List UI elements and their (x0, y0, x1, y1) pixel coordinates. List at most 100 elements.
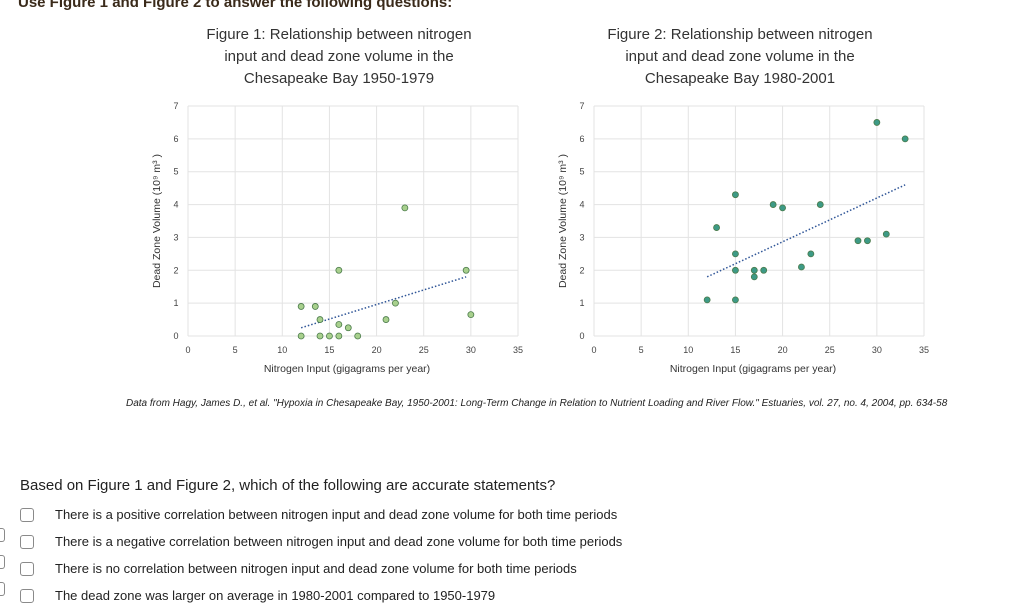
figure-1-title-line-2: input and dead zone volume in the (224, 48, 454, 65)
x-tick-label: 10 (683, 345, 693, 355)
figure-2-title-line-3: Chesapeake Bay 1980-2001 (644, 70, 836, 87)
figure-1-svg: 0 5 10 15 20 25 30 35 0 1 2 3 4 5 6 7 Nitrogen Input (gi… (151, 101, 523, 375)
figure-1-trendline (300, 276, 467, 329)
answer-label-1: There is a positive correlation between … (55, 507, 618, 522)
data-point (769, 201, 777, 208)
x-tick-label: 20 (778, 345, 788, 355)
figure-1-title-line-1: Figure 1: Relationship between nitrogen (206, 26, 472, 43)
data-point (382, 316, 390, 323)
data-point (401, 204, 409, 212)
figure-2-chart: Figure 2: Relationship between nitrogen … (556, 22, 936, 375)
figure-1-chart: Figure 1: Relationship between nitrogen … (150, 22, 530, 375)
left-edge-checkbox[interactable] (0, 555, 5, 569)
y-tick-label: 7 (579, 101, 584, 111)
answer-option-2[interactable]: There is a negative correlation between … (20, 528, 622, 555)
data-point (732, 250, 739, 258)
data-point (901, 135, 909, 143)
figure-1-title-line-3: Chesapeake Bay 1950-1979 (243, 70, 435, 87)
data-point (750, 273, 758, 281)
y-tick-label: 5 (173, 167, 178, 177)
page-header: Use Figure 1 and Figure 2 to answer the … (18, 0, 453, 11)
data-point (732, 266, 739, 274)
figure-2-y-axis-label: Dead Zone Volume (10⁹ m³ ) (557, 154, 569, 288)
y-tick-label: 6 (579, 134, 584, 144)
x-tick-label: 35 (513, 345, 523, 355)
data-point (335, 321, 343, 328)
y-tick-label: 4 (173, 200, 178, 210)
answer-checkbox-3[interactable] (20, 561, 34, 576)
y-tick-label: 0 (173, 331, 178, 341)
data-point (873, 119, 881, 126)
data-point (467, 311, 475, 319)
figure-2-title: Figure 2: Relationship between nitrogen … (560, 24, 920, 90)
data-point (760, 266, 768, 274)
data-point (750, 266, 758, 274)
figure-1-y-axis-label: Dead Zone Volume (10⁹ m³ ) (151, 154, 163, 288)
y-tick-label: 3 (173, 232, 178, 242)
figure-2-title-line-1: Figure 2: Relationship between nitrogen (607, 26, 873, 43)
answer-options: There is a positive correlation between … (20, 501, 622, 609)
x-tick-label: 0 (591, 345, 596, 355)
data-point (316, 316, 324, 323)
data-point (462, 266, 470, 274)
answer-option-1[interactable]: There is a positive correlation between … (20, 501, 622, 528)
answer-label-3: There is no correlation between nitrogen… (55, 561, 577, 576)
x-tick-label: 5 (233, 345, 238, 355)
answer-option-3[interactable]: There is no correlation between nitrogen… (20, 555, 622, 582)
data-point (732, 296, 739, 304)
x-tick-label: 0 (185, 345, 190, 355)
data-point (854, 237, 862, 245)
x-tick-label: 15 (324, 345, 334, 355)
data-point (816, 201, 824, 208)
data-citation: Data from Hagy, James D., et al. "Hypoxi… (126, 398, 948, 409)
y-tick-label: 1 (579, 298, 584, 308)
data-point (798, 263, 805, 271)
data-point (335, 332, 343, 340)
y-tick-label: 4 (579, 200, 584, 210)
x-tick-label: 15 (730, 345, 740, 355)
data-point (344, 324, 352, 332)
data-point (354, 332, 362, 340)
left-edge-checkbox[interactable] (0, 582, 5, 596)
figure-1-title: Figure 1: Relationship between nitrogen … (159, 24, 519, 90)
y-tick-label: 0 (579, 331, 584, 341)
figure-2-svg: 0 5 10 15 20 25 30 35 0 1 2 3 4 5 6 7 Nitrogen Input (gi… (557, 101, 929, 375)
y-tick-label: 1 (173, 298, 178, 308)
data-point (732, 191, 739, 199)
x-tick-label: 30 (872, 345, 882, 355)
y-tick-label: 3 (579, 232, 584, 242)
data-point (311, 303, 319, 310)
data-point (297, 332, 305, 340)
answer-checkbox-1[interactable] (20, 507, 34, 522)
figure-1-x-axis-label: Nitrogen Input (gigagrams per year) (264, 363, 430, 375)
x-tick-label: 25 (825, 345, 835, 355)
data-point (713, 224, 720, 231)
data-point (392, 299, 399, 307)
data-point (779, 204, 786, 212)
left-edge-checkbox[interactable] (0, 528, 5, 542)
data-point (297, 303, 305, 310)
x-tick-label: 5 (639, 345, 644, 355)
data-point (864, 237, 871, 245)
y-tick-label: 6 (173, 134, 178, 144)
x-tick-label: 25 (419, 345, 429, 355)
figure-2-trendline (706, 184, 906, 278)
data-point (335, 266, 343, 274)
figure-2-title-line-2: input and dead zone volume in the (625, 48, 855, 65)
x-tick-label: 35 (919, 345, 929, 355)
data-point (807, 250, 815, 258)
figure-2-x-axis-label: Nitrogen Input (gigagrams per year) (670, 363, 836, 375)
question-prompt: Based on Figure 1 and Figure 2, which of… (20, 477, 556, 494)
x-tick-label: 20 (372, 345, 382, 355)
data-point (882, 230, 890, 238)
y-tick-label: 2 (579, 265, 584, 275)
data-point (703, 296, 711, 304)
y-tick-label: 2 (173, 265, 178, 275)
x-tick-label: 10 (277, 345, 287, 355)
y-tick-label: 7 (173, 101, 178, 111)
x-tick-label: 30 (466, 345, 476, 355)
y-tick-label: 5 (579, 167, 584, 177)
answer-label-2: There is a negative correlation between … (55, 534, 623, 549)
data-point (326, 332, 333, 340)
answer-checkbox-2[interactable] (20, 534, 34, 549)
